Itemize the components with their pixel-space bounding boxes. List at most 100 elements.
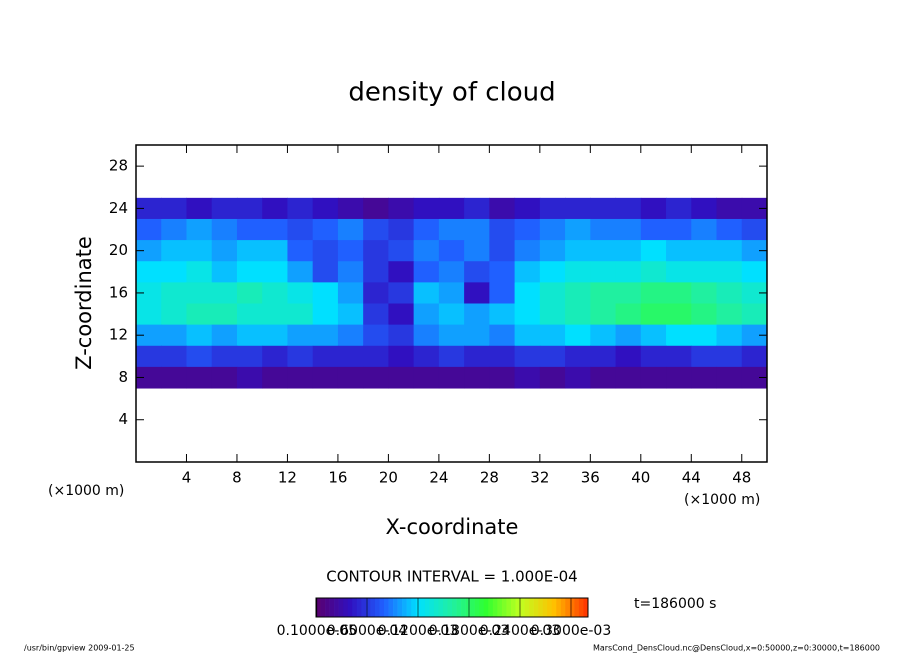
colorbar-swatch (347, 598, 353, 617)
cell (590, 261, 617, 283)
colorbar-label: 0.6000e-04 (327, 623, 408, 639)
x-unit: (×1000 m) (684, 492, 760, 508)
cell (565, 366, 591, 389)
x-tick-label: 40 (631, 469, 650, 487)
cell (565, 345, 591, 368)
cell (337, 197, 364, 220)
x-tick-label: 48 (732, 469, 751, 487)
cell (211, 197, 238, 220)
cell (691, 366, 718, 389)
colorbar-swatch (352, 598, 358, 617)
cell (337, 324, 364, 347)
cell (691, 218, 718, 241)
cell (438, 345, 465, 368)
cell (211, 366, 238, 389)
cell (438, 240, 465, 262)
cell (388, 366, 415, 389)
cell (337, 345, 364, 368)
cell (186, 240, 213, 262)
cell (186, 324, 213, 347)
cell (136, 261, 162, 283)
cell (337, 261, 364, 283)
cell (514, 240, 541, 262)
cell (489, 303, 516, 326)
colorbar-swatch (515, 598, 521, 617)
cell (666, 324, 692, 347)
cell (388, 303, 415, 326)
cell (312, 261, 339, 283)
cell (312, 218, 339, 241)
cell (464, 197, 490, 220)
cell (489, 218, 516, 241)
cell (640, 366, 667, 389)
cell (262, 197, 288, 220)
cell (514, 303, 541, 326)
cell (161, 282, 187, 304)
cell (590, 303, 617, 326)
cell (312, 303, 339, 326)
cell (312, 366, 339, 389)
cell (514, 345, 541, 368)
cell (337, 282, 364, 304)
cell (161, 197, 187, 220)
colorbar-swatch (429, 598, 435, 617)
cell (666, 240, 692, 262)
cell (262, 218, 288, 241)
colorbar-swatch (560, 598, 566, 617)
cell (262, 324, 288, 347)
cell (539, 261, 566, 283)
cell (438, 324, 465, 347)
cell (640, 324, 667, 347)
cell (413, 303, 440, 326)
colorbar-swatch (406, 598, 412, 617)
cell (262, 366, 288, 389)
colorbar-swatch (574, 598, 580, 617)
cell (514, 282, 541, 304)
x-tick-label: 4 (182, 469, 192, 487)
cell (363, 366, 389, 389)
cell (312, 240, 339, 262)
cell (262, 303, 288, 326)
cell (590, 324, 617, 347)
cell (211, 345, 238, 368)
colorbar-swatch (393, 598, 398, 617)
cell (716, 240, 743, 262)
colorbar-swatch (547, 598, 553, 617)
colorbar-swatch (578, 598, 584, 617)
cell (514, 366, 541, 389)
cell (666, 303, 692, 326)
cell (262, 345, 288, 368)
y-axis-label: Z-coordinate (72, 236, 96, 370)
cell (186, 345, 213, 368)
cell (514, 261, 541, 283)
cell (489, 345, 516, 368)
colorbar-label: 0.2400e-03 (480, 623, 560, 639)
colorbar-swatch (510, 598, 516, 617)
cell (539, 345, 566, 368)
cell (413, 261, 440, 283)
colorbar-frame (315, 597, 589, 618)
cell (716, 197, 743, 220)
colorbar-swatch (465, 598, 471, 617)
colorbar-swatch (374, 598, 380, 617)
cell (211, 261, 238, 283)
cell (464, 324, 490, 347)
colorbar-label: 0.1200e-03 (378, 623, 458, 639)
colorbar-swatch (370, 598, 376, 617)
colorbar-swatch (470, 598, 475, 617)
y-tick-label: 28 (109, 157, 128, 175)
cell (640, 303, 667, 326)
cell (312, 345, 339, 368)
cell (388, 345, 415, 368)
colorbar-swatch (529, 598, 534, 617)
cell (413, 345, 440, 368)
y-tick-label: 12 (109, 326, 128, 344)
cell (716, 366, 743, 389)
footer-left: /usr/bin/gpview 2009-01-25 (24, 644, 135, 653)
cell (337, 240, 364, 262)
cell (262, 240, 288, 262)
cell (741, 345, 768, 368)
colorbar-swatch (474, 598, 480, 617)
colorbar-swatch (384, 598, 389, 617)
cell (741, 197, 768, 220)
